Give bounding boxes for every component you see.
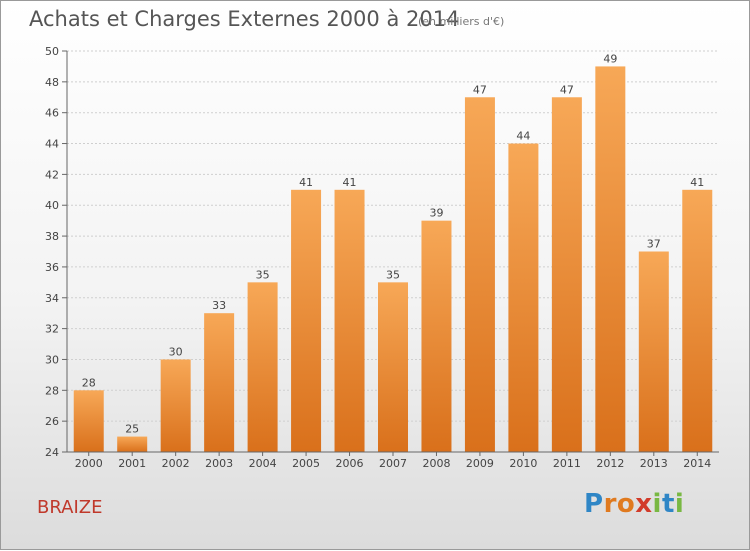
y-tick-label: 44 xyxy=(45,138,59,151)
logo-letter: r xyxy=(603,489,617,519)
data-label-2013: 37 xyxy=(647,238,661,251)
bar-2000 xyxy=(73,390,104,452)
data-label-2014: 41 xyxy=(690,176,704,189)
logo-letter: x xyxy=(635,489,653,519)
x-tick-label: 2007 xyxy=(379,457,407,470)
x-tick-label: 2005 xyxy=(292,457,320,470)
logo-letter: P xyxy=(584,489,604,519)
data-label-2002: 30 xyxy=(169,345,183,358)
data-label-2005: 41 xyxy=(299,176,313,189)
data-label-2009: 47 xyxy=(473,83,487,96)
bars: 28 25 30 33 35 41 41 35 39 47 44 47 49 37 41 xyxy=(73,52,713,453)
x-tick-label: 2008 xyxy=(422,457,450,470)
x-tick-label: 2012 xyxy=(596,457,624,470)
x-tick-label: 2009 xyxy=(466,457,494,470)
x-tick-label: 2006 xyxy=(336,457,364,470)
y-tick-label: 36 xyxy=(45,261,59,274)
bar-2007 xyxy=(378,282,408,452)
logo-letter: o xyxy=(616,489,636,519)
proxiti-logo: Proxiti xyxy=(584,489,684,519)
bar-2006 xyxy=(334,189,365,453)
data-label-2003: 33 xyxy=(212,299,226,312)
bar-2013 xyxy=(638,251,669,452)
bar-2005 xyxy=(291,189,322,453)
bar-2004 xyxy=(247,282,278,452)
x-tick-label: 2001 xyxy=(118,457,146,470)
data-label-2006: 41 xyxy=(343,176,357,189)
y-tick-label: 40 xyxy=(45,199,59,212)
y-tick-label: 32 xyxy=(45,323,59,336)
logo-letter: i xyxy=(674,489,685,519)
bar-2010 xyxy=(508,143,539,453)
x-tick-label: 2013 xyxy=(640,457,668,470)
chart-unit-note: (en milliers d'€) xyxy=(418,15,505,28)
y-tick-label: 50 xyxy=(45,45,59,58)
data-label-2001: 25 xyxy=(125,423,139,436)
chart-title: Achats et Charges Externes 2000 à 2014 xyxy=(29,7,460,31)
data-label-2004: 35 xyxy=(256,268,270,281)
data-label-2011: 47 xyxy=(560,83,574,96)
x-tick-label: 2010 xyxy=(509,457,537,470)
axes: 24 26 28 30 32 34 36 38 40 42 44 46 48 50 2000 2001 2002… xyxy=(45,45,719,470)
logo-letter: i xyxy=(652,489,662,519)
bar-2014 xyxy=(682,189,713,453)
x-tick-label: 2011 xyxy=(553,457,581,470)
data-label-2012: 49 xyxy=(603,52,617,65)
bar-2008 xyxy=(421,220,452,452)
data-label-2008: 39 xyxy=(429,207,443,220)
bar-2003 xyxy=(204,313,235,452)
x-tick-label: 2000 xyxy=(75,457,103,470)
x-tick-label: 2014 xyxy=(683,457,711,470)
y-tick-label: 46 xyxy=(45,107,59,120)
bar-2011 xyxy=(551,97,582,453)
x-tick-label: 2004 xyxy=(249,457,277,470)
y-tick-label: 48 xyxy=(45,76,59,89)
y-tick-label: 26 xyxy=(45,415,59,428)
bar-2009 xyxy=(464,97,495,453)
y-tick-label: 24 xyxy=(45,446,59,459)
y-tick-label: 38 xyxy=(45,230,59,243)
data-label-2000: 28 xyxy=(82,376,96,389)
bar-2002 xyxy=(160,359,191,452)
x-tick-label: 2002 xyxy=(162,457,190,470)
bar-2012 xyxy=(595,66,626,452)
y-tick-label: 42 xyxy=(45,168,59,181)
logo-letter: t xyxy=(661,489,675,519)
data-label-2010: 44 xyxy=(516,130,530,143)
bar-2001 xyxy=(117,436,148,452)
y-tick-label: 28 xyxy=(45,384,59,397)
data-label-2007: 35 xyxy=(386,268,400,281)
y-tick-label: 30 xyxy=(45,353,59,366)
y-tick-label: 34 xyxy=(45,292,59,305)
x-tick-label: 2003 xyxy=(205,457,233,470)
commune-name: BRAIZE xyxy=(37,497,103,518)
